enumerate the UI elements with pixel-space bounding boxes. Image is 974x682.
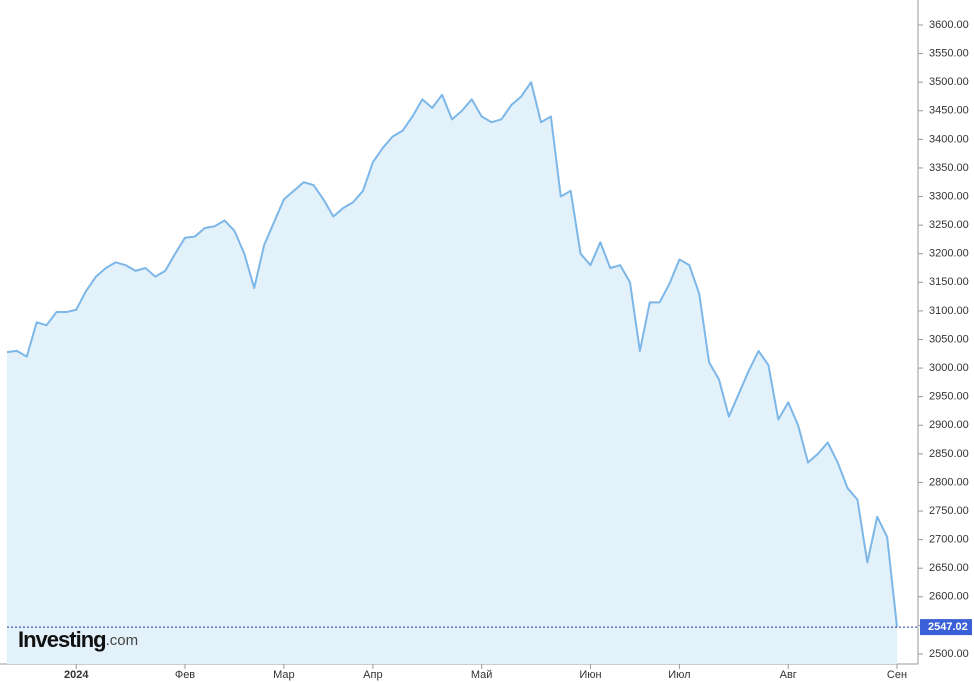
last-value-label: 2547.02 — [928, 621, 968, 633]
x-tick-label: Май — [471, 669, 493, 681]
y-tick-label: 3050.00 — [929, 333, 969, 345]
y-tick-label: 3250.00 — [929, 219, 969, 231]
x-tick-label: Авг — [780, 669, 797, 681]
line — [6, 81, 898, 628]
y-tick-label: 3500.00 — [929, 76, 969, 88]
y-tick-label: 2950.00 — [929, 391, 969, 403]
y-tick-label: 3400.00 — [929, 133, 969, 145]
y-tick-label: 3100.00 — [929, 305, 969, 317]
x-tick-label: Мар — [273, 669, 295, 681]
last-value-box — [920, 619, 972, 636]
y-tick-label: 2800.00 — [929, 476, 969, 488]
y-tick-label: 3150.00 — [929, 276, 969, 288]
y-tick-label: 3600.00 — [929, 19, 969, 31]
y-tick-label: 2750.00 — [929, 505, 969, 517]
y-tick-label: 2600.00 — [929, 591, 969, 603]
x-tick-label: Апр — [363, 669, 382, 681]
watermark-name: Investing — [18, 627, 106, 652]
y-tick-label: 2700.00 — [929, 534, 969, 546]
x-tick-label: Фев — [175, 669, 195, 681]
y-tick-label: 2900.00 — [929, 419, 969, 431]
y-tick-label: 3350.00 — [929, 162, 969, 174]
y-tick-label: 3300.00 — [929, 190, 969, 202]
y-tick-label: 2650.00 — [929, 562, 969, 574]
y-tick-label: 3200.00 — [929, 248, 969, 260]
x-tick-label: Июл — [668, 669, 690, 681]
area-fill — [7, 82, 897, 665]
y-tick-label: 2850.00 — [929, 448, 969, 460]
watermark: Investing.com — [18, 627, 138, 652]
x-tick-label: Июн — [579, 669, 601, 681]
y-tick-label: 3450.00 — [929, 105, 969, 117]
y-tick-label: 3550.00 — [929, 47, 969, 59]
y-tick-label: 3000.00 — [929, 362, 969, 374]
watermark-suffix: .com — [106, 632, 139, 649]
y-tick-label: 2500.00 — [929, 648, 969, 660]
x-tick-label: 2024 — [64, 669, 89, 681]
x-tick-label: Сен — [887, 669, 907, 681]
